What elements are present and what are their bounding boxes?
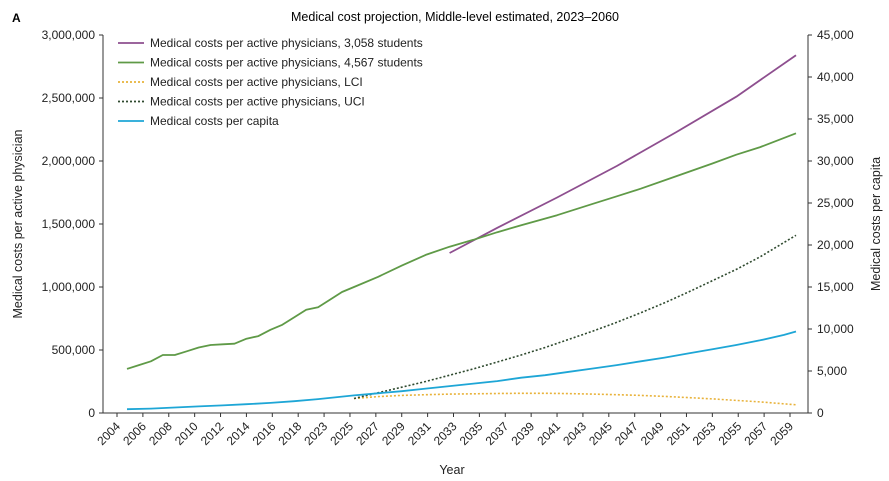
legend: Medical costs per active physicians, 3,0…: [118, 36, 423, 128]
legend-label: Medical costs per active physicians, UCI: [150, 95, 365, 109]
left-tick-label: 1,000,000: [42, 280, 96, 294]
right-tick-label: 40,000: [817, 70, 854, 84]
left-tick-label: 2,000,000: [42, 154, 96, 168]
x-tick-label: 2055: [716, 419, 745, 448]
left-tick-label: 500,000: [52, 343, 96, 357]
series-line-1: [449, 54, 797, 254]
x-ticks: 2004200620082010201220142016201820232025…: [94, 413, 796, 448]
x-tick-label: 2039: [508, 419, 537, 448]
x-tick-label: 2035: [457, 419, 486, 448]
x-tick-label: 2057: [741, 419, 770, 448]
right-y-axis-label: Medical costs per capita: [869, 157, 883, 291]
x-axis-label: Year: [439, 463, 464, 477]
x-tick-label: 2053: [690, 419, 719, 448]
x-tick-label: 2027: [353, 419, 382, 448]
chart-title: Medical cost projection, Middle-level es…: [291, 10, 619, 24]
right-tick-label: 0: [817, 406, 824, 420]
x-tick-label: 2018: [276, 419, 305, 448]
x-tick-label: 2014: [224, 419, 253, 448]
x-tick-label: 2031: [405, 419, 434, 448]
panel-letter: A: [12, 11, 21, 25]
legend-label: Medical costs per active physicians, 4,5…: [150, 56, 423, 70]
x-tick-label: 2012: [198, 419, 227, 448]
right-tick-label: 35,000: [817, 112, 854, 126]
right-y-ticks: 0 5,000 10,000 15,000 20,000 25,000 30,000 35,0…: [808, 28, 854, 420]
right-tick-label: 20,000: [817, 238, 854, 252]
series-line-2: [126, 132, 797, 370]
x-tick-label: 2045: [586, 419, 615, 448]
x-tick-label: 2049: [638, 419, 667, 448]
right-tick-label: 45,000: [817, 28, 854, 42]
left-tick-label: 0: [88, 406, 95, 420]
right-tick-label: 10,000: [817, 322, 854, 336]
left-tick-label: 2,500,000: [42, 91, 96, 105]
x-tick-label: 2059: [767, 419, 796, 448]
x-tick-label: 2006: [120, 419, 149, 448]
right-tick-label: 15,000: [817, 280, 854, 294]
x-tick-label: 2029: [379, 419, 408, 448]
left-y-ticks: 0 500,000 1,000,000 1,500,000 2,000,000 2,500…: [42, 28, 103, 420]
x-tick-label: 2010: [172, 419, 201, 448]
legend-label: Medical costs per capita: [150, 114, 279, 128]
series-line-5: [126, 330, 797, 411]
legend-label: Medical costs per active physicians, 3,0…: [150, 36, 423, 50]
right-tick-label: 5,000: [817, 364, 847, 378]
x-tick-label: 2023: [301, 419, 330, 448]
x-tick-label: 2016: [250, 419, 279, 448]
x-tick-label: 2051: [664, 419, 693, 448]
series-lines: [126, 54, 797, 411]
x-tick-label: 2008: [146, 419, 175, 448]
x-tick-label: 2033: [431, 419, 460, 448]
x-tick-label: 2043: [560, 419, 589, 448]
legend-label: Medical costs per active physicians, LCI: [150, 75, 363, 89]
left-tick-label: 1,500,000: [42, 217, 96, 231]
x-tick-label: 2041: [534, 419, 563, 448]
left-y-axis-label: Medical costs per active physician: [11, 129, 25, 318]
axes: [102, 35, 809, 414]
x-tick-label: 2004: [94, 419, 123, 448]
left-tick-label: 3,000,000: [42, 28, 96, 42]
series-line-4: [353, 234, 797, 400]
x-tick-label: 2047: [612, 419, 641, 448]
x-tick-label: 2037: [483, 419, 512, 448]
right-tick-label: 30,000: [817, 154, 854, 168]
series-line-3: [353, 392, 797, 406]
x-tick-label: 2025: [327, 419, 356, 448]
right-tick-label: 25,000: [817, 196, 854, 210]
